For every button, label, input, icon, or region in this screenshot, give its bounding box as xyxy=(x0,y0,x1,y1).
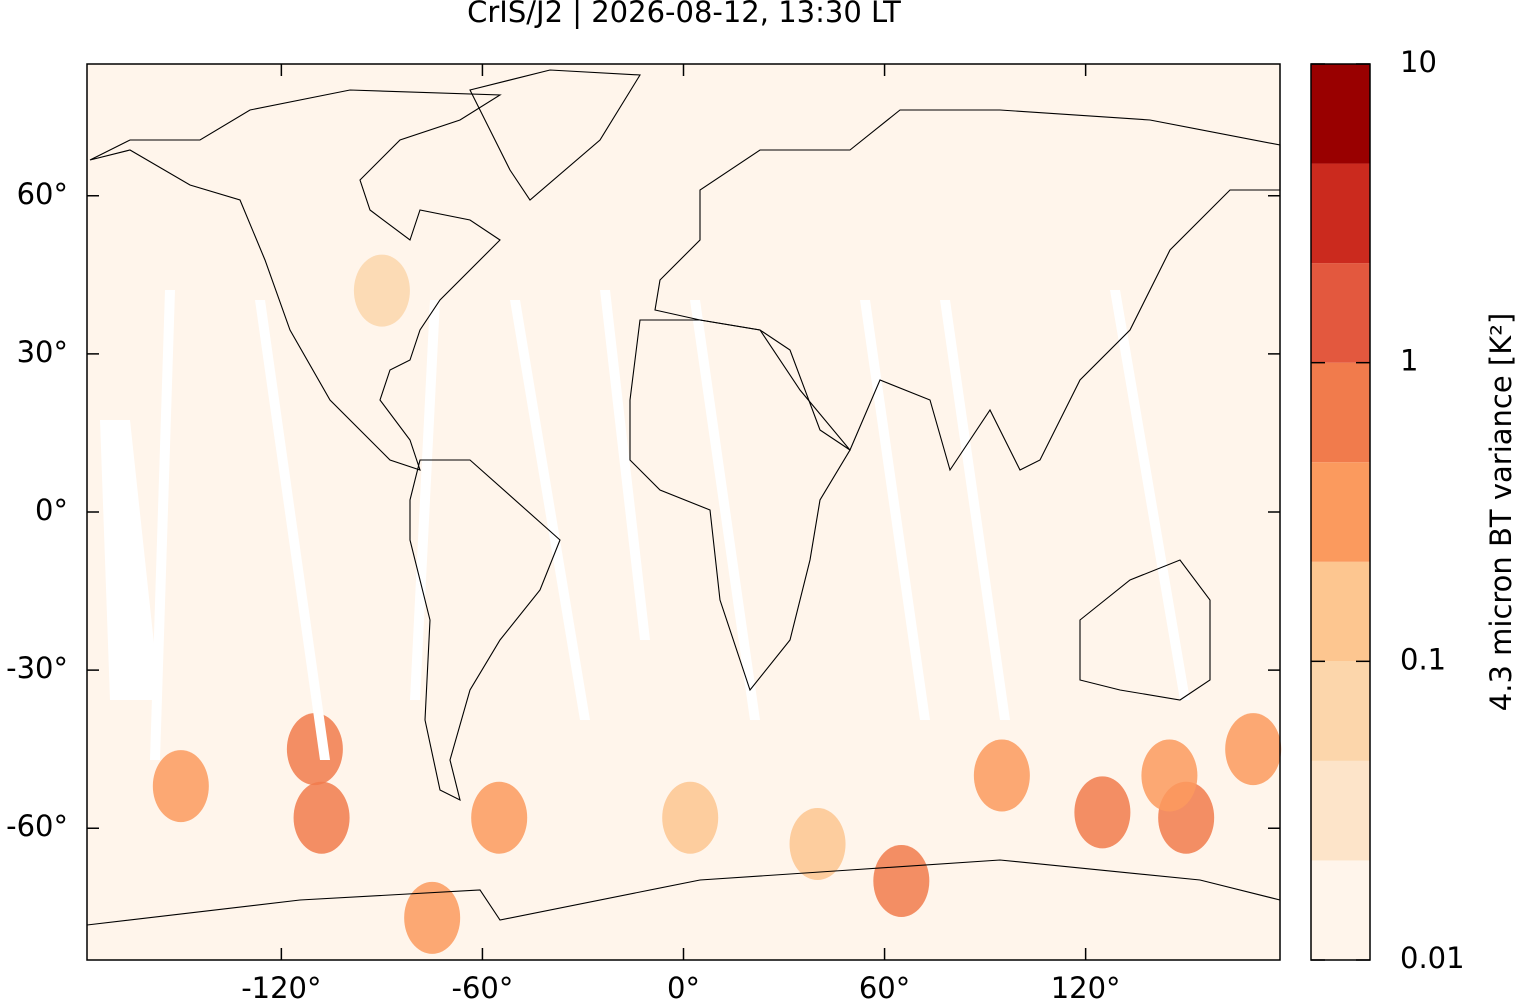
hotspot xyxy=(353,254,410,327)
hotspot xyxy=(404,881,461,954)
x-tick-label: 120° xyxy=(1051,971,1121,1002)
colorbar-band xyxy=(1311,64,1370,164)
colorbar-band xyxy=(1311,860,1370,960)
hotspot xyxy=(789,808,846,881)
colorbar-tick-label: 10 xyxy=(1400,45,1437,79)
hotspot xyxy=(873,844,930,917)
x-tick-label: 60° xyxy=(859,971,910,1002)
hotspot xyxy=(1074,776,1131,849)
colorbar-tick-label: 0.01 xyxy=(1400,941,1465,975)
y-tick-label: 0° xyxy=(35,493,68,527)
x-tick-label: -120° xyxy=(241,971,321,1002)
colorbar-band xyxy=(1311,263,1370,363)
colorbar-band xyxy=(1311,163,1370,264)
colorbar-band xyxy=(1311,561,1370,662)
x-tick-label: -60° xyxy=(451,971,513,1002)
hotspot xyxy=(1141,739,1198,812)
colorbar-frame xyxy=(1310,63,1371,961)
colorbar-band xyxy=(1311,760,1370,861)
colorbar-band xyxy=(1311,362,1370,463)
hotspot xyxy=(152,750,209,823)
colorbar-tick-label: 0.1 xyxy=(1400,642,1446,676)
colorbar-tick-label: 1 xyxy=(1400,344,1418,378)
hotspot xyxy=(973,739,1030,812)
hotspot xyxy=(471,781,528,854)
map-field xyxy=(87,64,1282,960)
swath-gaps xyxy=(100,290,1190,760)
chart-title: CrIS/J2 | 2026-08-12, 13:30 LT xyxy=(467,0,901,29)
y-tick-label: -30° xyxy=(6,651,68,685)
y-tick-label: -60° xyxy=(6,809,68,843)
coastlines xyxy=(86,69,1281,926)
hotspot xyxy=(662,781,719,854)
hotspot xyxy=(1225,713,1282,786)
hotspot xyxy=(293,781,350,854)
colorbar-band xyxy=(1311,462,1370,562)
x-tick-label: 0° xyxy=(667,971,700,1002)
colorbar-band xyxy=(1311,661,1370,761)
y-tick-label: 30° xyxy=(17,335,68,369)
y-tick-label: 60° xyxy=(17,177,68,211)
hotspot xyxy=(286,713,343,786)
colorbar-label: 4.3 micron BT variance [K²] xyxy=(1484,313,1518,711)
